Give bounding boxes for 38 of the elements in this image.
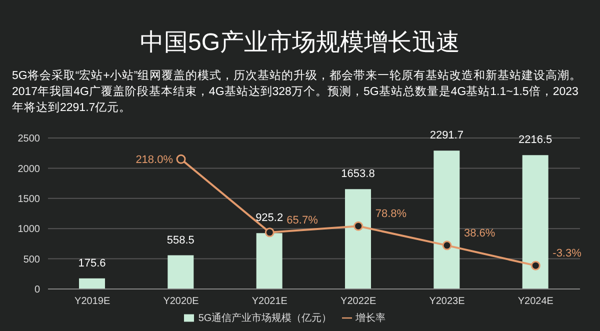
- y-tick-label: 2000: [18, 164, 40, 175]
- bar: [522, 155, 548, 289]
- data-label: 2216.5: [518, 134, 552, 146]
- x-tick-label: Y2021E: [252, 296, 288, 308]
- data-label: 1653.8: [341, 168, 375, 180]
- data-label: 925.2: [256, 212, 284, 224]
- chart-subtitle: 5G将会采取“宏站+小站”组网覆盖的模式，历次基站的升级，都会带来一轮原有基站改造和新基站建设高潮。2017年我国4G广覆盖阶段基本结束，4G基站达到328万个。预测，5G基站总数量是4G基站1.1~1.5倍，2023年将达到2291.7亿元。: [12, 68, 582, 116]
- legend-label: 增长率: [356, 313, 386, 324]
- bar: [434, 150, 460, 289]
- y-tick-label: 2500: [18, 134, 40, 145]
- bar: [345, 189, 371, 289]
- y-tick-label: 500: [23, 254, 40, 266]
- bar: [168, 255, 194, 289]
- legend-label: 5G通信产业市场规模（亿元）: [198, 313, 332, 324]
- data-label: -3.3%: [552, 248, 582, 260]
- x-tick-label: Y2023E: [429, 296, 466, 308]
- data-label: 65.7%: [286, 214, 318, 226]
- data-label: 175.6: [78, 257, 106, 270]
- point: [530, 260, 540, 270]
- x-tick-label: Y2019E: [74, 296, 110, 308]
- point: [264, 228, 274, 238]
- data-label: 2291.7: [430, 130, 464, 142]
- chart-title: 中国5G产业市场规模增长迅速: [138, 28, 461, 58]
- y-tick-label: 1000: [18, 224, 40, 236]
- x-tick-label: Y2020E: [163, 296, 200, 308]
- data-label: 78.8%: [375, 208, 407, 220]
- bar: [256, 233, 282, 289]
- point: [176, 154, 186, 164]
- data-label: 558.5: [166, 234, 194, 246]
- y-tick-label: 1500: [18, 194, 40, 205]
- x-tick-label: Y2022E: [340, 296, 376, 308]
- data-label: 218.0%: [136, 154, 174, 166]
- x-tick-label: Y2024E: [518, 296, 554, 308]
- point: [354, 221, 364, 231]
- data-label: 38.6%: [464, 227, 496, 240]
- bar: [79, 278, 105, 289]
- point: [442, 240, 452, 250]
- y-tick-label: 0: [34, 284, 40, 296]
